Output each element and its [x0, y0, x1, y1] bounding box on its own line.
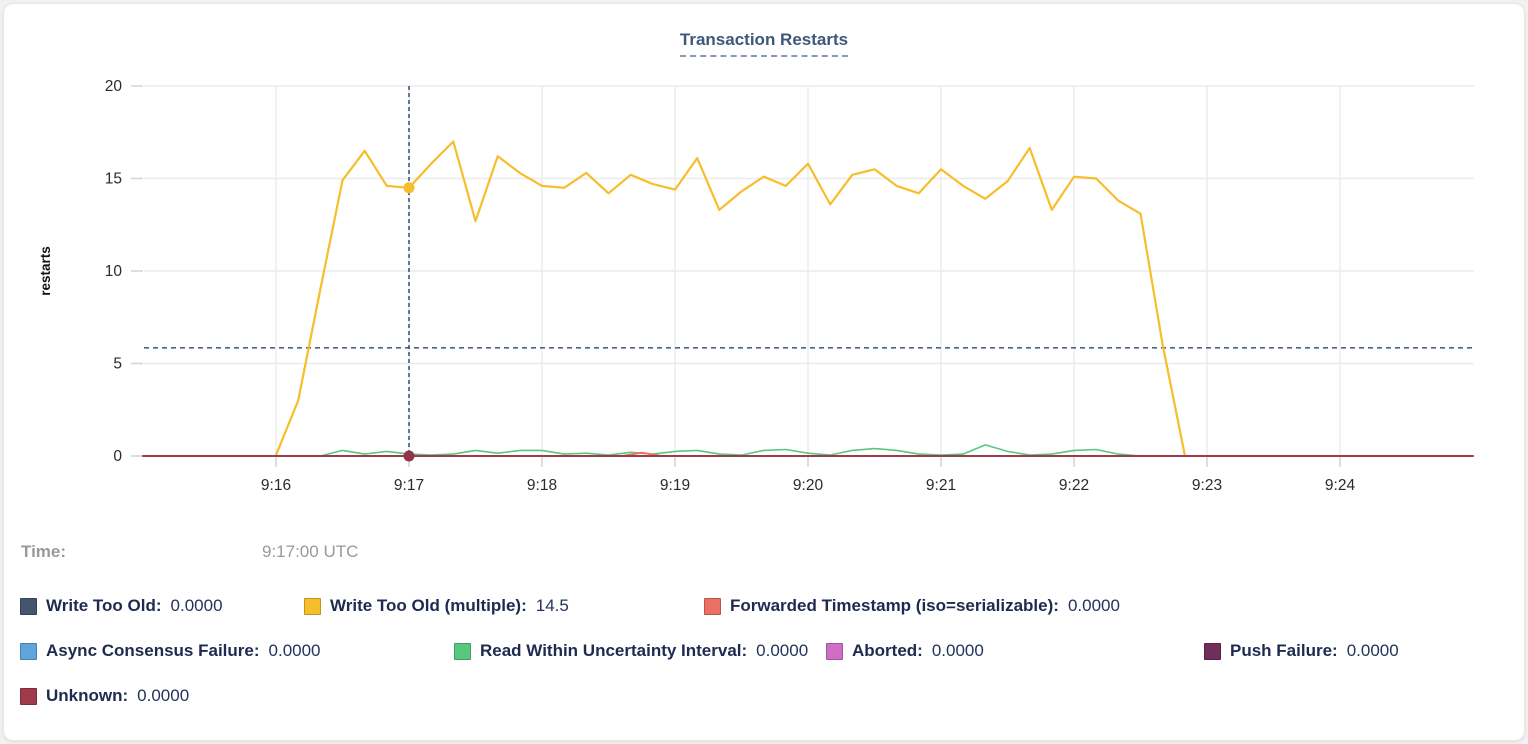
legend-swatch-write-too-old-multiple: [304, 597, 321, 615]
x-tick-label: 9:22: [1059, 477, 1089, 494]
legend-item-write-too-old: Write Too Old: 0.0000: [20, 596, 223, 616]
hover-time-label: Time:: [21, 542, 67, 561]
legend-label: Read Within Uncertainty Interval:: [480, 641, 748, 660]
chart-title-wrap: Transaction Restarts: [4, 30, 1524, 57]
series-line-read-within-uncertainty-interval: [319, 444, 1164, 457]
legend-value: 14.5: [535, 596, 569, 615]
legend-item-push-failure: Push Failure: 0.0000: [1204, 641, 1399, 661]
legend-value: 0.0000: [1346, 641, 1399, 660]
y-tick-label: 0: [113, 448, 122, 465]
legend-swatch-async-consensus-failure: [20, 642, 37, 660]
legend-label: Write Too Old (multiple):: [330, 596, 527, 615]
legend-label: Aborted:: [852, 641, 923, 660]
x-tick-label: 9:17: [394, 477, 424, 494]
legend-swatch-read-within-uncertainty: [454, 642, 471, 660]
y-axis-label: restarts: [38, 246, 53, 296]
hover-dot-unknown: [403, 450, 415, 462]
legend-value: 0.0000: [1067, 596, 1120, 615]
legend-item-write-too-old-multiple: Write Too Old (multiple): 14.5: [304, 596, 569, 616]
x-tick-label: 9:18: [527, 477, 557, 494]
legend-swatch-aborted: [826, 642, 843, 660]
x-tick-label: 9:16: [261, 477, 291, 494]
legend-swatch-push-failure: [1204, 642, 1221, 660]
legend-value: 0.0000: [170, 596, 223, 615]
legend-value: 0.0000: [137, 686, 190, 705]
legend-label: Write Too Old:: [46, 596, 162, 615]
legend-item-forwarded-timestamp: Forwarded Timestamp (iso=serializable): …: [704, 596, 1120, 616]
legend-item-read-within-uncertainty: Read Within Uncertainty Interval: 0.0000: [454, 641, 808, 661]
chart-title[interactable]: Transaction Restarts: [679, 30, 849, 57]
legend-label: Forwarded Timestamp (iso=serializable):: [730, 596, 1059, 615]
x-tick-label: 9:24: [1325, 477, 1356, 494]
legend-item-async-consensus-failure: Async Consensus Failure: 0.0000: [20, 641, 321, 661]
legend-label: Push Failure:: [1230, 641, 1338, 660]
legend-value: 0.0000: [931, 641, 984, 660]
legend-label: Async Consensus Failure:: [46, 641, 260, 660]
chart-card: Transaction Restarts 0 5 10 15 20 9:16 9:17 9:1…: [3, 3, 1525, 741]
legend-value: 0.0000: [756, 641, 809, 660]
legend-item-unknown: Unknown: 0.0000: [20, 686, 189, 706]
y-tick-label: 20: [105, 78, 123, 95]
legend-swatch-unknown: [20, 687, 37, 705]
legend-label: Unknown:: [46, 686, 129, 705]
hover-dot-write-too-old-multiple-: [403, 182, 415, 194]
x-tick-label: 9:19: [660, 477, 690, 494]
y-tick-label: 10: [105, 263, 123, 280]
legend-swatch-write-too-old: [20, 597, 37, 615]
legend-value: 0.0000: [268, 641, 321, 660]
x-tick-label: 9:20: [793, 477, 824, 494]
hover-time-value: 9:17:00 UTC: [262, 542, 359, 561]
y-tick-label: 5: [113, 356, 122, 373]
series-line-write-too-old-multiple-: [274, 140, 1186, 457]
legend-swatch-forwarded-timestamp: [704, 597, 721, 615]
y-tick-label: 15: [105, 171, 122, 188]
x-tick-label: 9:21: [926, 477, 956, 494]
transaction-restarts-chart[interactable]: 0 5 10 15 20 9:16 9:17 9:18 9:19 9:20 9:21 9:22 9:23…: [4, 4, 1525, 524]
legend-item-aborted: Aborted: 0.0000: [826, 641, 984, 661]
x-tick-label: 9:23: [1192, 477, 1222, 494]
